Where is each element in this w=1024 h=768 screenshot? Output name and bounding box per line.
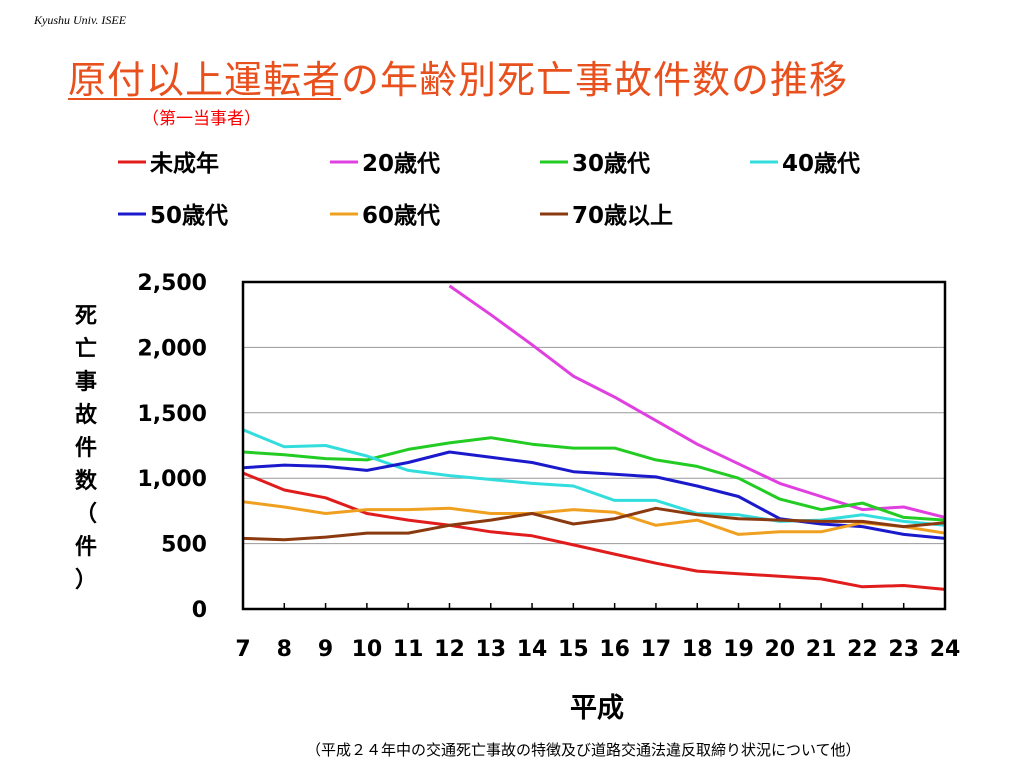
y-tick-label: 1,500 bbox=[137, 402, 207, 427]
title-rest-part: の年齢別死亡事故件数の推移 bbox=[341, 58, 849, 102]
legend-label: 70歳以上 bbox=[572, 203, 673, 229]
y-axis-label-char: 件 bbox=[74, 436, 97, 461]
x-tick-label: 21 bbox=[806, 637, 837, 662]
series-line bbox=[243, 428, 945, 527]
x-tick-label: 13 bbox=[475, 637, 506, 662]
legend-label: 50歳代 bbox=[150, 203, 228, 229]
series-line bbox=[243, 500, 945, 536]
x-tick-label: 10 bbox=[352, 637, 383, 662]
x-tick-label: 12 bbox=[434, 637, 465, 662]
x-tick-label: 7 bbox=[235, 637, 250, 662]
y-tick-label: 2,000 bbox=[137, 336, 207, 361]
y-axis-label-char: ） bbox=[74, 568, 97, 593]
series-line bbox=[243, 506, 945, 542]
series-line bbox=[243, 436, 945, 522]
source-note: （平成２４年中の交通死亡事故の特徴及び道路交通法違反取締り状況について他） bbox=[306, 741, 861, 759]
series-line bbox=[243, 471, 945, 591]
legend-label: 20歳代 bbox=[362, 151, 440, 177]
y-axis-label-char: 亡 bbox=[74, 337, 97, 362]
page-subtitle: （第一当事者） bbox=[142, 109, 261, 129]
x-tick-label: 16 bbox=[599, 637, 630, 662]
x-tick-label: 9 bbox=[318, 637, 333, 662]
y-axis-label-char: 死 bbox=[74, 304, 97, 329]
page-title: 原付以上運転者の年齢別死亡事故件数の推移 bbox=[68, 49, 848, 104]
x-tick-label: 11 bbox=[393, 637, 424, 662]
x-tick-label: 22 bbox=[847, 637, 878, 662]
series-line bbox=[243, 450, 945, 540]
y-tick-label: 500 bbox=[161, 533, 207, 558]
x-tick-label: 17 bbox=[641, 637, 672, 662]
x-tick-label: 23 bbox=[888, 637, 919, 662]
legend-label: 30歳代 bbox=[572, 151, 650, 177]
x-axis-label: 平成 bbox=[570, 693, 624, 724]
x-tick-label: 24 bbox=[930, 637, 961, 662]
y-tick-label: 0 bbox=[192, 598, 207, 623]
x-tick-label: 19 bbox=[723, 637, 754, 662]
y-tick-label: 2,500 bbox=[137, 271, 207, 296]
title-underlined-part: 原付以上運転者 bbox=[68, 58, 342, 102]
legend-label: 60歳代 bbox=[362, 203, 440, 229]
y-tick-label: 1,000 bbox=[137, 467, 207, 492]
x-tick-label: 14 bbox=[517, 637, 548, 662]
x-tick-label: 20 bbox=[765, 637, 796, 662]
y-axis-label-char: （ bbox=[74, 502, 97, 527]
x-tick-label: 15 bbox=[558, 637, 589, 662]
affiliation-label: Kyushu Univ. ISEE bbox=[34, 13, 127, 27]
y-axis-label: 死亡事故件数（件） bbox=[66, 300, 106, 597]
y-axis-label-char: 数 bbox=[74, 469, 97, 494]
plot-frame bbox=[241, 280, 947, 611]
x-tick-label: 18 bbox=[682, 637, 713, 662]
legend-label: 未成年 bbox=[150, 150, 219, 177]
y-axis-label-char: 事 bbox=[74, 370, 97, 395]
legend-label: 40歳代 bbox=[782, 151, 860, 177]
y-axis-label-char: 故 bbox=[74, 403, 97, 428]
series-line bbox=[448, 284, 945, 519]
y-axis-label-char: 件 bbox=[74, 535, 97, 560]
x-tick-label: 8 bbox=[277, 637, 292, 662]
